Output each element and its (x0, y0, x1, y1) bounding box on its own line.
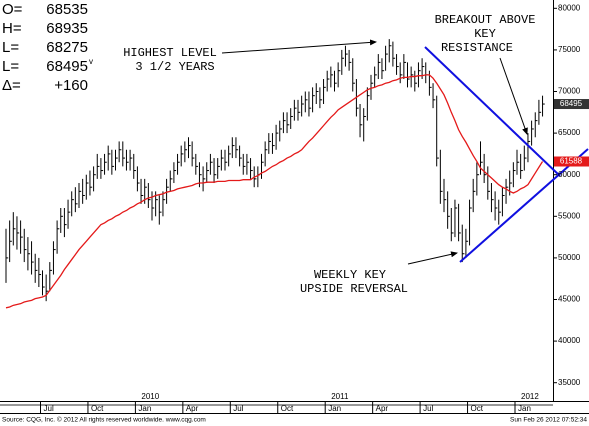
last-price-box (554, 99, 589, 110)
quote-label: L= (2, 58, 19, 75)
x-tick-label: Oct (281, 404, 294, 413)
annotation-text: RESISTANCE (441, 41, 513, 55)
y-tick-label: 65000 (558, 128, 581, 137)
last-price-label: 68495 (560, 99, 583, 108)
quote-label: H= (2, 20, 22, 37)
y-tick-label: 60000 (558, 170, 581, 179)
quote-value: 68495 (46, 58, 88, 75)
annotation-arrow (221, 39, 377, 54)
year-label: 2012 (521, 392, 539, 401)
x-tick-label: Apr (376, 404, 389, 413)
annotation-text: KEY (474, 27, 496, 41)
x-tick-label: Jul (423, 404, 433, 413)
y-tick-label: 75000 (558, 45, 581, 54)
quote-value: 68935 (46, 20, 88, 37)
x-tick-label: Jul (233, 404, 243, 413)
moving-average-line (5, 74, 544, 309)
timestamp: Sun Feb 26 2012 07:52:34 (510, 417, 587, 424)
annotation-text: WEEKLY KEY (314, 268, 386, 282)
quote-panel: O= 68535 H= 68935 L= 68275 L= 68495 v Δ= +160 (0, 0, 100, 96)
y-tick-label: 50000 (558, 253, 581, 262)
x-tick-label: Jan (328, 404, 341, 413)
plot-area (5, 39, 545, 309)
annotation-text: 3 1/2 YEARS (135, 60, 214, 74)
last-ma-box (554, 156, 589, 167)
y-tick-label: 45000 (558, 295, 581, 304)
y-tick-label: 55000 (558, 211, 581, 220)
quote-label: Δ= (2, 77, 21, 94)
support-trendline (459, 148, 589, 263)
quote-label: L= (2, 39, 19, 56)
quote-label: O= (2, 1, 23, 18)
quote-value: 68275 (46, 39, 88, 56)
annotation-arrow (499, 57, 528, 135)
annotation-text: UPSIDE REVERSAL (300, 282, 408, 296)
x-tick-label: Oct (91, 404, 104, 413)
quote-value: 68535 (46, 1, 88, 18)
annotation-text: HIGHEST LEVEL (123, 46, 217, 60)
annotation-text: BREAKOUT ABOVE (435, 13, 536, 27)
x-tick-label: Jan (518, 404, 531, 413)
quote-flag: v (89, 57, 93, 66)
quote-value: +160 (54, 77, 88, 94)
resistance-trendline (424, 46, 561, 177)
y-tick-label: 40000 (558, 336, 581, 345)
y-tick-label: 80000 (558, 3, 581, 12)
y-tick-label: 35000 (558, 378, 581, 387)
year-label: 2011 (331, 392, 349, 401)
source-text: Source: CQG, Inc. © 2012 All rights rese… (2, 416, 206, 424)
x-tick-label: Apr (186, 404, 199, 413)
year-label: 2010 (141, 392, 159, 401)
x-tick-label: Oct (471, 404, 484, 413)
last-ma-label: 61588 (560, 157, 583, 166)
quote-panel-bg (0, 0, 100, 96)
annotation-arrow (407, 251, 458, 265)
y-tick-label: 70000 (558, 87, 581, 96)
x-tick-label: Jul (44, 404, 54, 413)
x-tick-label: Jan (138, 404, 151, 413)
